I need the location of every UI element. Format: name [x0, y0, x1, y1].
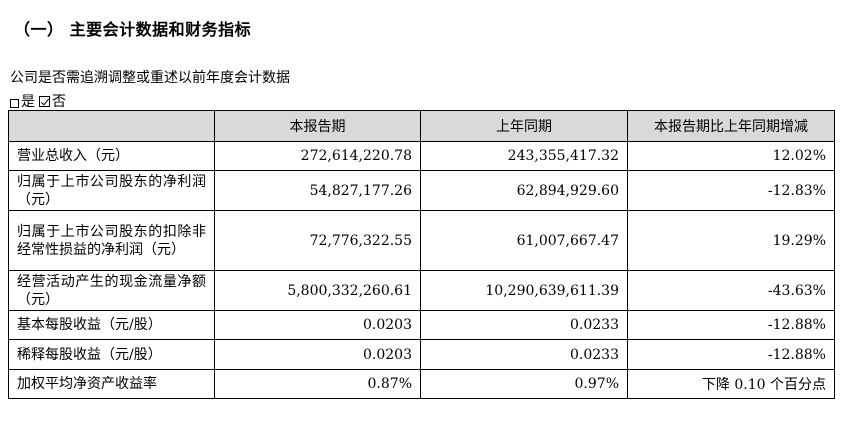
table-row: 加权平均净资产收益率 0.87% 0.97% 下降 0.10 个百分点: [8, 369, 835, 399]
current-value: 54,827,177.26: [214, 170, 421, 211]
prior-value: 62,894,929.60: [420, 170, 628, 211]
prior-value: 0.0233: [420, 339, 628, 370]
row-label: 归属于上市公司股东的扣除非经常性损益的净利润（元）: [8, 210, 215, 271]
row-label: 基本每股收益（元/股）: [8, 310, 215, 340]
financial-data-table: 本报告期 上年同期 本报告期比上年同期增减 营业总收入（元） 272,614,2…: [8, 110, 835, 399]
header-cell-current-period: 本报告期: [214, 110, 421, 142]
row-label: 加权平均净资产收益率: [8, 369, 215, 399]
table-row: 归属于上市公司股东的净利润（元） 54,827,177.26 62,894,92…: [8, 170, 835, 211]
no-option-label: 否: [52, 94, 66, 110]
change-value: 下降 0.10 个百分点: [627, 369, 835, 399]
header-cell-prior-period: 上年同期: [420, 110, 628, 142]
table-row: 经营活动产生的现金流量净额（元） 5,800,332,260.61 10,290…: [8, 270, 835, 311]
prior-value: 0.97%: [420, 369, 628, 399]
unchecked-box-icon: [10, 98, 19, 108]
change-value: 19.29%: [627, 210, 835, 271]
row-label: 经营活动产生的现金流量净额（元）: [8, 270, 215, 311]
current-value: 72,776,322.55: [214, 210, 421, 271]
header-cell-blank: [8, 110, 215, 142]
table-row: 归属于上市公司股东的扣除非经常性损益的净利润（元） 72,776,322.55 …: [8, 210, 835, 271]
row-label: 稀释每股收益（元/股）: [8, 339, 215, 370]
prior-value: 61,007,667.47: [420, 210, 628, 271]
checked-box-icon: [39, 95, 50, 107]
change-value: 12.02%: [627, 141, 835, 171]
current-value: 272,614,220.78: [214, 141, 421, 171]
restatement-answer: 是 否: [10, 91, 66, 111]
table-row: 基本每股收益（元/股） 0.0203 0.0233 -12.88%: [8, 310, 835, 340]
table-row: 稀释每股收益（元/股） 0.0203 0.0233 -12.88%: [8, 339, 835, 370]
current-value: 5,800,332,260.61: [214, 270, 421, 311]
section-title: （一） 主要会计数据和财务指标: [14, 20, 252, 39]
current-value: 0.0203: [214, 339, 421, 370]
current-value: 0.87%: [214, 369, 421, 399]
current-value: 0.0203: [214, 310, 421, 340]
change-value: -12.88%: [627, 339, 835, 370]
row-label: 归属于上市公司股东的净利润（元）: [8, 170, 215, 211]
table-row: 营业总收入（元） 272,614,220.78 243,355,417.32 1…: [8, 141, 835, 171]
prior-value: 243,355,417.32: [420, 141, 628, 171]
header-cell-change: 本报告期比上年同期增减: [627, 110, 835, 142]
row-label: 营业总收入（元）: [8, 141, 215, 171]
yes-option-label: 是: [21, 94, 35, 110]
table-header-row: 本报告期 上年同期 本报告期比上年同期增减: [8, 110, 835, 142]
restatement-question: 公司是否需追溯调整或重述以前年度会计数据: [10, 70, 290, 86]
prior-value: 0.0233: [420, 310, 628, 340]
change-value: -43.63%: [627, 270, 835, 311]
prior-value: 10,290,639,611.39: [420, 270, 628, 311]
change-value: -12.88%: [627, 310, 835, 340]
change-value: -12.83%: [627, 170, 835, 211]
